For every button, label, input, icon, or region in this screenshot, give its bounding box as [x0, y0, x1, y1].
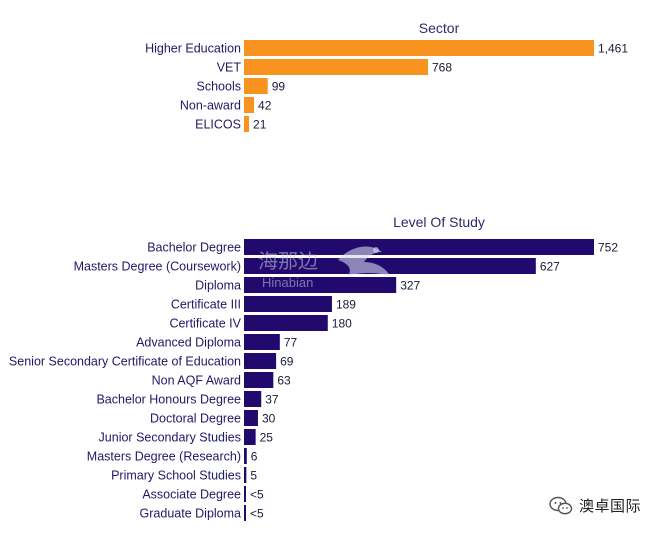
- level-value-label: 189: [336, 298, 356, 312]
- bird-logo-icon: [338, 246, 390, 276]
- level-value-label: 5: [250, 469, 257, 483]
- watermark-en-text: Hinabian: [262, 275, 313, 290]
- level-bar: [244, 239, 594, 255]
- level-value-label: 6: [251, 450, 258, 464]
- source-badge: 澳卓国际: [549, 495, 641, 516]
- source-text: 澳卓国际: [578, 498, 641, 515]
- level-bar: [244, 410, 258, 426]
- level-value-label: <5: [250, 507, 264, 521]
- wechat-icon: [549, 496, 573, 514]
- level-bar: [244, 334, 280, 350]
- level-bar: [244, 277, 397, 293]
- sector-bar: [244, 40, 594, 56]
- level-bar: [244, 505, 246, 521]
- sector-chart: Sector Higher Education 1,461 VET 768 Schools…: [145, 20, 628, 132]
- hinabian-watermark: 海那边 Hinabian: [258, 246, 390, 290]
- level-category-label: Masters Degree (Research): [87, 450, 241, 464]
- level-category-label: Masters Degree (Coursework): [74, 260, 241, 274]
- sector-category-label: Higher Education: [145, 42, 241, 56]
- level-category-label: Primary School Studies: [111, 469, 241, 483]
- level-value-label: 327: [400, 279, 420, 293]
- sector-value-label: 21: [253, 118, 267, 132]
- sector-bar: [244, 116, 250, 132]
- level-value-label: 25: [260, 431, 274, 445]
- level-category-label: Doctoral Degree: [150, 412, 241, 426]
- level-value-label: 63: [277, 374, 291, 388]
- sector-category-label: ELICOS: [195, 118, 241, 132]
- level-category-label: Senior Secondary Certificate of Educatio…: [9, 355, 241, 369]
- sector-category-label: Non-award: [180, 99, 241, 113]
- sector-value-label: 99: [272, 80, 286, 94]
- level-category-label: Graduate Diploma: [140, 507, 241, 521]
- level-bar: [244, 467, 247, 483]
- level-bar: [244, 296, 332, 312]
- sector-value-label: 1,461: [598, 42, 628, 56]
- level-bar: [244, 258, 536, 274]
- level-category-label: Advanced Diploma: [136, 336, 241, 350]
- level-value-label: 37: [265, 393, 279, 407]
- level-category-label: Certificate III: [171, 298, 241, 312]
- sector-bar: [244, 97, 255, 113]
- level-value-label: 752: [598, 241, 618, 255]
- sector-category-label: VET: [217, 61, 242, 75]
- level-chart-title: Level Of Study: [393, 214, 485, 230]
- level-category-label: Non AQF Award: [152, 374, 241, 388]
- sector-value-label: 42: [258, 99, 272, 113]
- sector-category-label: Schools: [197, 80, 241, 94]
- level-category-label: Junior Secondary Studies: [99, 431, 241, 445]
- level-category-label: Certificate IV: [169, 317, 241, 331]
- level-category-label: Bachelor Honours Degree: [96, 393, 241, 407]
- level-value-label: 627: [540, 260, 560, 274]
- level-of-study-chart: Level Of Study Bachelor Degree 752 Masters …: [9, 214, 618, 521]
- level-bar: [244, 429, 256, 445]
- level-bar: [244, 315, 328, 331]
- level-category-label: Diploma: [195, 279, 241, 293]
- level-bar: [244, 448, 247, 464]
- level-value-label: 30: [262, 412, 276, 426]
- level-bar: [244, 372, 274, 388]
- level-value-label: 69: [280, 355, 294, 369]
- level-bar: [244, 353, 277, 369]
- level-value-label: 77: [284, 336, 298, 350]
- level-bar: [244, 391, 262, 407]
- level-category-label: Bachelor Degree: [147, 241, 241, 255]
- sector-chart-title: Sector: [419, 20, 460, 36]
- sector-value-label: 768: [432, 61, 452, 75]
- level-bar: [244, 486, 246, 502]
- watermark-cn-text: 海那边: [258, 250, 318, 273]
- level-category-label: Associate Degree: [142, 488, 241, 502]
- level-value-label: 180: [332, 317, 352, 331]
- level-value-label: <5: [250, 488, 264, 502]
- sector-bar: [244, 59, 428, 75]
- sector-bar: [244, 78, 268, 94]
